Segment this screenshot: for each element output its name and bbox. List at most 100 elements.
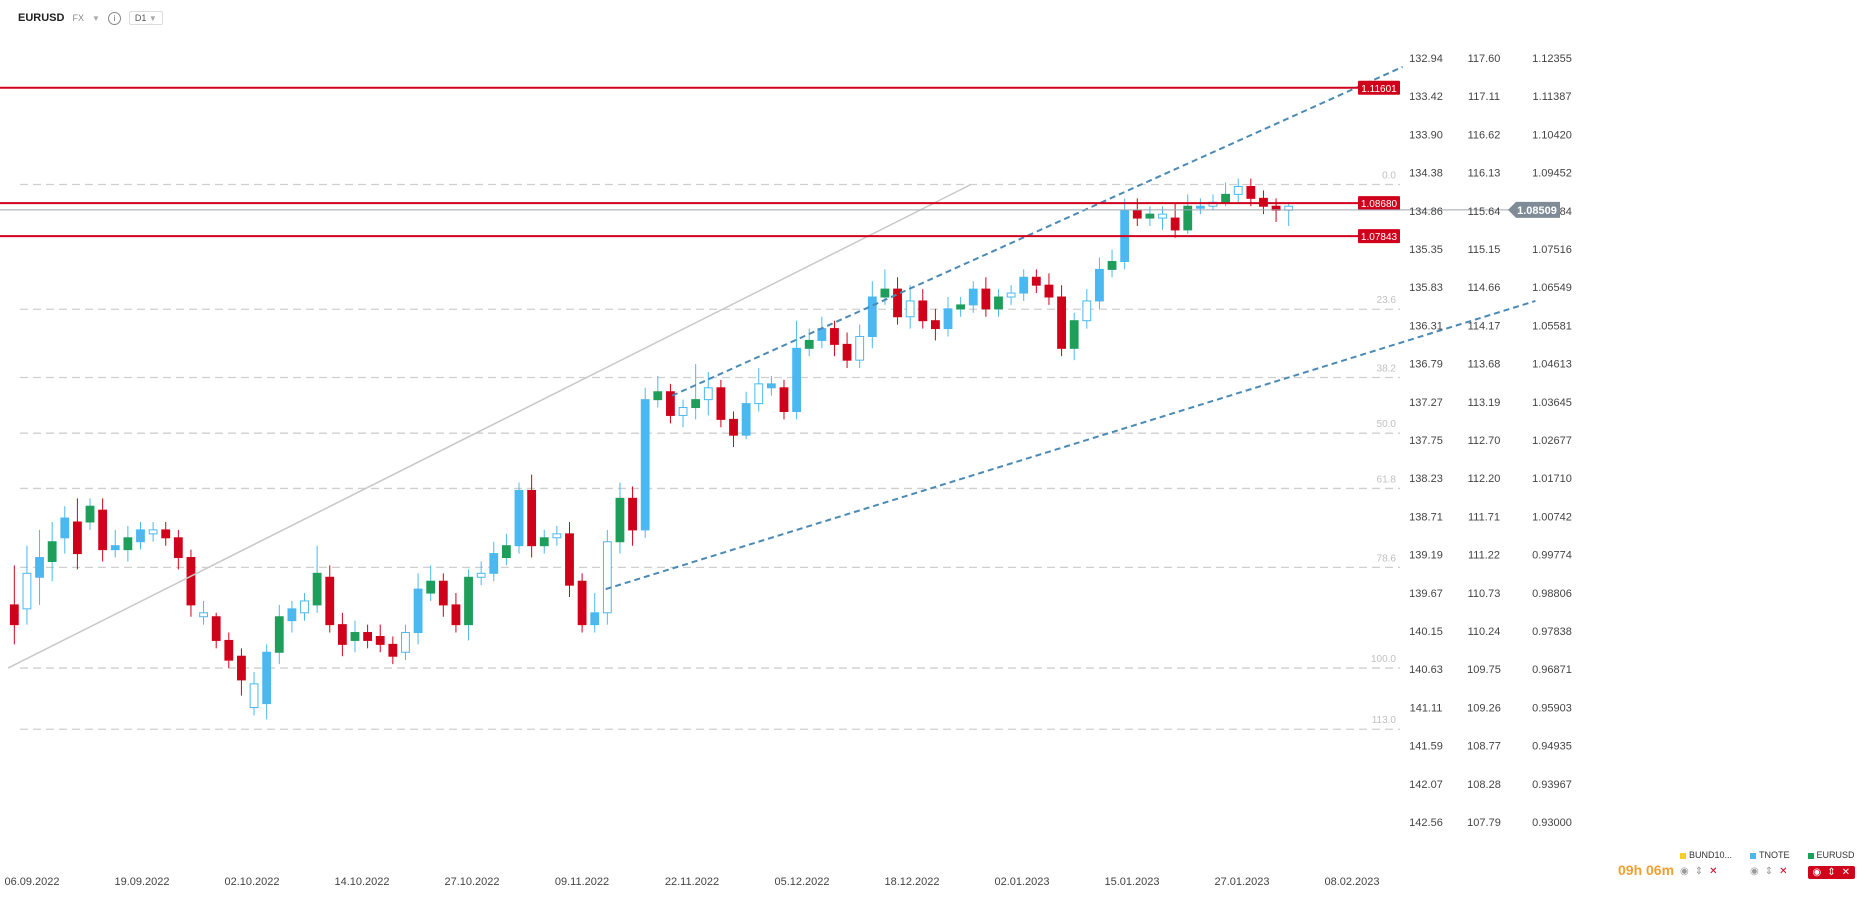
candle-body: [312, 572, 322, 606]
price-axis-tick: 142.07: [1409, 779, 1443, 791]
symbol-name[interactable]: EURUSD: [18, 12, 65, 24]
close-icon[interactable]: ✕: [1709, 866, 1718, 877]
price-axis-tick: 114.66: [1468, 282, 1501, 294]
price-axis-tick: 139.19: [1409, 550, 1443, 562]
current-price-tag: [1508, 201, 1560, 218]
price-axis-tick: 1.01710: [1532, 473, 1572, 485]
timeframe-select[interactable]: D1 ▼: [128, 11, 163, 25]
chart-toolbar: EURUSD FX ▼ i D1 ▼: [0, 0, 163, 36]
eye-icon[interactable]: ◉: [1680, 866, 1689, 877]
price-axis-tick: 136.79: [1409, 359, 1443, 371]
price-axis-tick: 0.95903: [1532, 702, 1572, 714]
candle-body: [628, 497, 637, 531]
price-axis-tick: 117.60: [1468, 53, 1501, 65]
market-type: FX: [72, 13, 84, 23]
candle-body: [880, 288, 890, 298]
fib-level-label: 78.6: [1377, 553, 1397, 564]
legend-item[interactable]: EURUSD ◉ ⇕ ✕: [1807, 850, 1856, 879]
candle-body: [779, 387, 789, 412]
legend-controls[interactable]: ◉ ⇕ ✕: [1680, 866, 1718, 877]
legend-item[interactable]: BUND10... ◉ ⇕ ✕: [1680, 850, 1732, 879]
price-axis-tick: 116.62: [1468, 129, 1501, 141]
price-axis-tick: 141.59: [1409, 741, 1443, 753]
candle-body: [918, 300, 928, 322]
chevron-down-icon: ▼: [148, 14, 157, 23]
eye-icon[interactable]: ◉: [1750, 866, 1759, 877]
chevron-down-icon[interactable]: ▼: [91, 13, 100, 23]
trend-channel-line[interactable]: [671, 65, 1404, 397]
trend-channel-line[interactable]: [605, 300, 1536, 591]
price-axis-tick: 109.26: [1467, 702, 1501, 714]
legend-controls[interactable]: ◉ ⇕ ✕: [1807, 866, 1856, 879]
legend-name: EURUSD: [1808, 850, 1855, 860]
candle-body: [968, 288, 978, 306]
candle-body: [1158, 213, 1167, 219]
info-icon[interactable]: i: [107, 11, 121, 25]
eye-icon[interactable]: ◉: [1812, 867, 1822, 878]
candle-body: [1170, 217, 1180, 231]
price-level-tag: [1358, 196, 1400, 211]
price-axis-tick: 134.86: [1409, 206, 1443, 218]
price-axis-tick: 0.93967: [1532, 779, 1572, 791]
reorder-icon[interactable]: ⇕: [1694, 866, 1704, 877]
candle-body: [249, 683, 259, 709]
candle-body: [438, 580, 448, 606]
close-icon[interactable]: ✕: [1779, 866, 1788, 877]
price-axis-tick: 139.67: [1409, 588, 1443, 600]
price-axis-tick: 1.05581: [1532, 320, 1572, 332]
candle-body: [1069, 320, 1079, 349]
price-axis-tick: 110.73: [1468, 588, 1501, 600]
trend-channel-line[interactable]: [7, 183, 972, 669]
candle-body: [1107, 260, 1117, 270]
price-axis-tick: 140.63: [1409, 664, 1443, 676]
candle-body: [1183, 205, 1193, 231]
candle-body: [1082, 300, 1092, 322]
price-axis-tick: 113.68: [1468, 359, 1501, 371]
candle-body: [867, 296, 877, 337]
candle-body: [893, 288, 902, 318]
legend-controls[interactable]: ◉ ⇕ ✕: [1750, 866, 1788, 877]
candle-body: [640, 399, 650, 531]
fib-level-label: 50.0: [1377, 419, 1397, 430]
candle-body: [602, 541, 612, 614]
price-level-label: 1.07843: [1361, 232, 1398, 243]
x-axis-tick: 15.01.2023: [1104, 876, 1159, 888]
price-axis-tick: 1.03645: [1532, 397, 1572, 409]
candle-body: [527, 489, 537, 547]
candle-body: [388, 643, 398, 657]
x-axis-tick: 27.10.2022: [444, 876, 499, 888]
price-axis-tick: 140.15: [1409, 626, 1443, 638]
legend-item[interactable]: TNOTE ◉ ⇕ ✕: [1750, 850, 1790, 879]
candle-body: [337, 624, 347, 645]
timeframe-label: D1: [134, 13, 147, 23]
candle-body: [590, 612, 600, 626]
candle-body: [211, 616, 221, 641]
candle-body: [1233, 185, 1243, 195]
price-axis-tick: 0.98806: [1532, 588, 1572, 600]
price-level-label: 1.11601: [1361, 84, 1397, 95]
price-axis-tick: 108.77: [1467, 741, 1501, 753]
fib-level-label: 100.0: [1371, 654, 1396, 665]
price-axis-tick: 113.19: [1468, 397, 1501, 409]
candle-body: [653, 391, 663, 401]
candle-body: [161, 529, 171, 539]
price-axis-tick: 0.96871: [1532, 664, 1572, 676]
candle-body: [363, 632, 373, 641]
candle-body: [476, 572, 486, 578]
reorder-icon[interactable]: ⇕: [1827, 867, 1836, 878]
price-axis-tick: 112.70: [1468, 435, 1501, 447]
close-icon[interactable]: ✕: [1841, 867, 1851, 878]
candle-body: [72, 521, 82, 555]
reorder-icon[interactable]: ⇕: [1764, 866, 1774, 877]
price-axis-tick: 132.94: [1409, 53, 1443, 65]
candle-body: [451, 604, 461, 626]
legend-name: TNOTE: [1750, 850, 1790, 860]
price-axis-tick: 135.83: [1409, 282, 1443, 294]
price-level-label: 1.08680: [1361, 199, 1398, 210]
candle-body: [401, 632, 410, 653]
candle-body: [173, 537, 183, 559]
candle-body: [1195, 205, 1205, 209]
candle-body: [98, 509, 108, 551]
price-axis-tick: 1.06549: [1532, 282, 1572, 294]
